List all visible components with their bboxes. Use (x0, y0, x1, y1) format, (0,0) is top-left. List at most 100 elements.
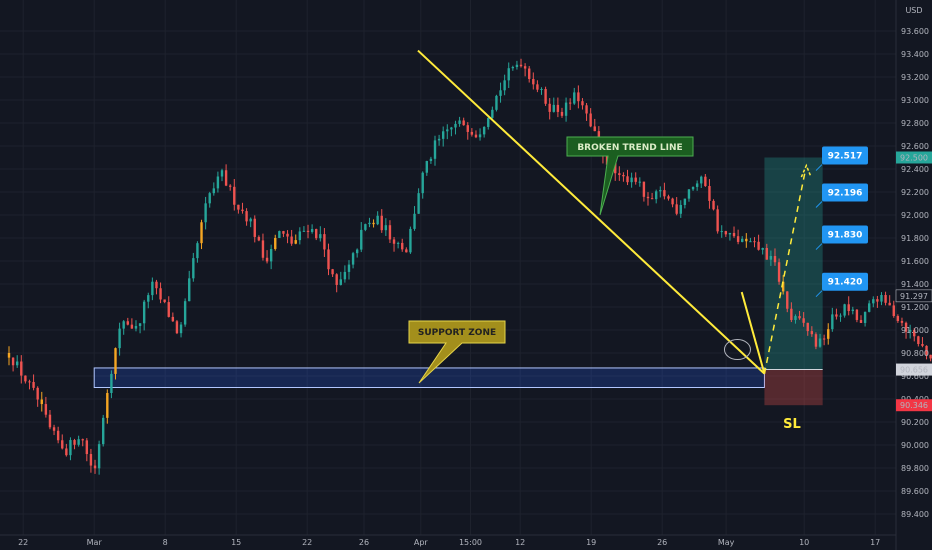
candle-body (401, 242, 404, 250)
candle-body (15, 361, 19, 366)
candle-body (573, 92, 576, 104)
candle-body (97, 444, 101, 469)
x-tick-label: 17 (870, 538, 880, 547)
candle-body (761, 247, 764, 250)
candle-body (249, 218, 252, 222)
candle-body (646, 196, 650, 199)
candle-body (425, 161, 429, 173)
candle-body (208, 193, 211, 204)
candle-body (56, 430, 60, 441)
candle-body (925, 345, 928, 355)
x-tick-label: 26 (359, 538, 369, 547)
candle-body (466, 125, 469, 132)
candle-body (200, 222, 203, 244)
candle-body (237, 204, 240, 210)
candle-body (40, 399, 43, 405)
y-tick-label: 91.400 (901, 280, 929, 289)
candle-body (622, 174, 625, 177)
candle-body (93, 465, 97, 469)
candle-body (913, 329, 916, 337)
candle-body (753, 241, 756, 243)
candle-body (261, 240, 265, 258)
candle-body (409, 228, 412, 253)
candle-body (917, 336, 920, 345)
candle-body (626, 176, 629, 183)
candle-body (900, 321, 904, 323)
price-tag-box (895, 289, 932, 303)
callouts: BROKEN TREND LINE SUPPORT ZONE 92.517 92.19… (408, 136, 868, 432)
candle-body (736, 236, 740, 242)
y-tick-label: 91.000 (901, 326, 929, 335)
candle-body (614, 162, 617, 174)
candle-body (691, 186, 695, 190)
drawing-lines (417, 49, 812, 375)
currency-label: USD (905, 6, 922, 15)
candle-body (142, 301, 146, 324)
projection-arrowhead (800, 163, 812, 178)
candle-body (630, 177, 633, 183)
target-label-pointer (815, 243, 823, 250)
candle-body (474, 134, 478, 138)
candle-body (863, 311, 867, 323)
candle-body (503, 80, 506, 91)
candle-body (663, 190, 666, 197)
candle-body (65, 448, 68, 456)
candle-body (183, 301, 187, 325)
candle-body (597, 131, 601, 142)
candle-body (351, 253, 355, 265)
price-tag-box (896, 151, 932, 164)
candle-body (441, 131, 445, 139)
y-tick-label: 91.800 (901, 234, 929, 243)
candle-body (904, 322, 908, 332)
candle-body (781, 281, 785, 292)
candle-body (282, 231, 285, 234)
candle-body (212, 188, 216, 194)
target-label-pointer (815, 201, 823, 208)
candle-body (839, 315, 842, 317)
candle-body (130, 324, 134, 329)
y-tick-label: 90.600 (901, 372, 929, 381)
y-tick-label: 93.200 (901, 73, 929, 82)
candle-body (347, 264, 351, 272)
candle-body (482, 126, 486, 135)
candle-body (155, 281, 158, 289)
candle-body (720, 231, 723, 233)
take-profit-zone (764, 157, 823, 370)
candle-body (319, 234, 322, 239)
candle-body (560, 111, 564, 116)
y-tick-label: 90.200 (901, 418, 929, 427)
candle-body (220, 170, 224, 177)
candle-body (421, 172, 424, 194)
candle-body (204, 203, 207, 223)
candle-body (106, 393, 109, 418)
target-label: 91.830 (828, 231, 863, 241)
candle-body (532, 78, 535, 85)
candle-body (814, 334, 818, 347)
candle-body (704, 176, 707, 186)
candle-body (368, 222, 371, 225)
candle-body (487, 117, 490, 127)
candle-body (581, 101, 584, 106)
candle-body (360, 229, 363, 250)
price-tag-box (896, 399, 932, 412)
candle-body (417, 193, 420, 214)
candle-body (77, 439, 80, 445)
candle-body (786, 291, 789, 309)
candle-body (376, 215, 379, 225)
candle-body (847, 304, 850, 312)
x-tick-label: Mar (87, 538, 103, 547)
candle-body (585, 105, 588, 114)
y-tick-label: 89.800 (901, 464, 929, 473)
y-tick-label: 92.600 (901, 142, 929, 151)
candle-body (687, 189, 691, 199)
candle-body (659, 190, 662, 192)
candle-body (216, 176, 220, 189)
candle-body (302, 230, 306, 232)
candle-body (327, 249, 330, 270)
candle-body (568, 102, 572, 104)
candle-body (429, 158, 433, 162)
candle-body (548, 103, 551, 112)
candle-body (73, 440, 76, 445)
candle-body (405, 249, 408, 253)
